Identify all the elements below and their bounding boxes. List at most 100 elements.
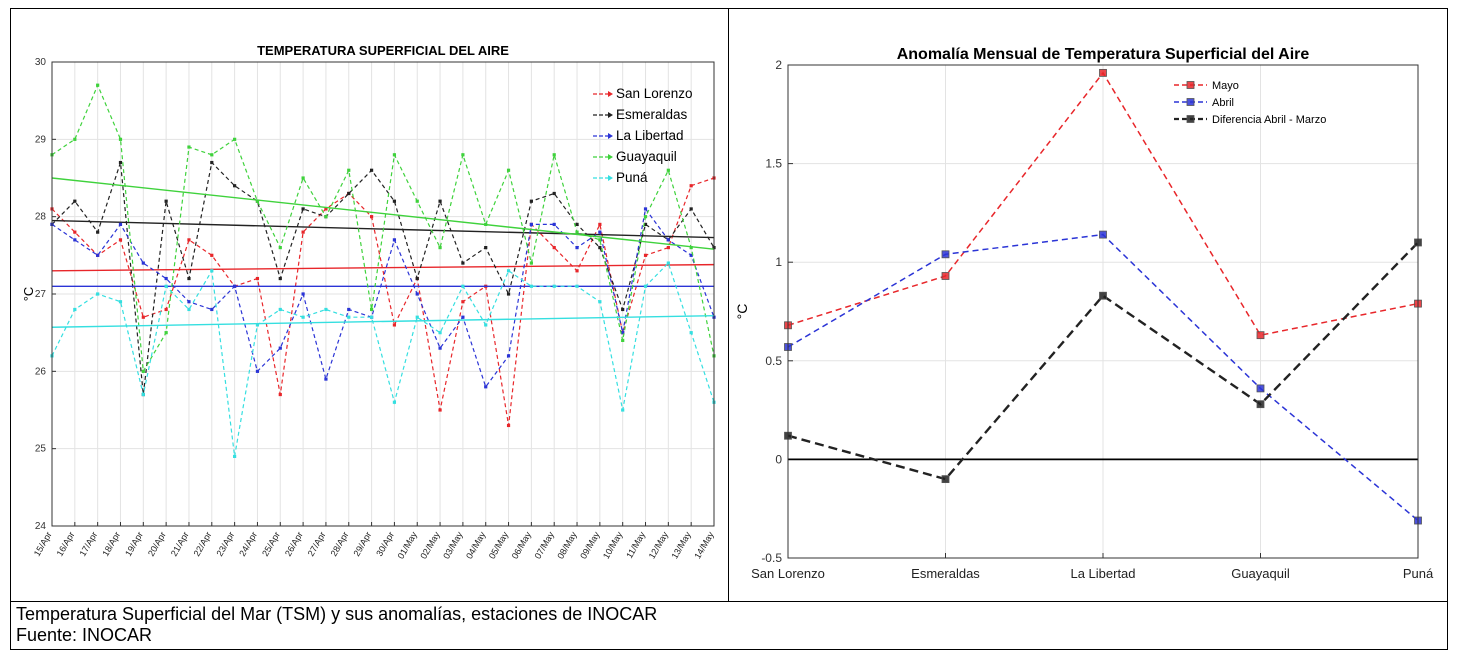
left-grid [51, 61, 715, 527]
data-point-esmeraldas [392, 199, 397, 203]
left-ylabel: °C [21, 287, 36, 302]
left-xtick-label: 05/May [487, 530, 511, 561]
data-point-puna [164, 284, 168, 288]
data-point-san-lorenzo [164, 307, 168, 312]
data-point-guayaquil [575, 230, 579, 234]
data-point-la-libertad [621, 331, 625, 335]
data-point-la-libertad [438, 346, 442, 350]
data-point-guayaquil [141, 369, 145, 373]
data-point-san-lorenzo [438, 408, 442, 412]
data-point-san-lorenzo [187, 238, 191, 242]
left-xtick-label: 23/Apr [214, 530, 236, 558]
data-point-san-lorenzo [575, 269, 579, 273]
left-xtick-label: 06/May [510, 530, 534, 561]
data-point-puna [506, 269, 511, 273]
right-ytick-label: 1.5 [765, 157, 782, 171]
data-point-guayaquil [210, 153, 214, 157]
data-point-puna [141, 392, 145, 397]
data-point-esmeraldas [529, 199, 533, 203]
left-xtick-label: 07/May [533, 530, 557, 561]
data-point-esmeraldas [461, 261, 465, 265]
data-point-esmeraldas [575, 222, 579, 226]
right-ytick-label: -0.5 [761, 551, 782, 565]
left-xtick-label: 11/May [624, 530, 647, 560]
left-xtick-label: 13/May [669, 530, 693, 561]
left-xtick-label: 24/Apr [237, 530, 259, 558]
data-point-guayaquil [301, 176, 305, 180]
chart-temperatura-superficial: TEMPERATURA SUPERFICIAL DEL AIRE 24 25 26 27… [11, 9, 728, 601]
data-point-san-lorenzo [689, 184, 693, 188]
data-point-la-libertad [301, 292, 305, 296]
data-point-puna [233, 454, 237, 458]
data-point-puna [689, 331, 693, 335]
data-point-abril [1256, 384, 1265, 393]
data-point-guayaquil [347, 168, 351, 172]
chart-right-svg: Anomalía Mensual de Temperatura Superfic… [734, 46, 1434, 581]
legend-label-esmeraldas: Esmeraldas [616, 107, 688, 122]
data-point-san-lorenzo [210, 253, 214, 257]
left-xtick-label: 16/Apr [55, 530, 77, 558]
left-xtick-label: 21/Apr [169, 530, 191, 558]
data-point-mayo [1256, 331, 1265, 340]
series-line-la-libertad [51, 207, 715, 389]
data-point-san-lorenzo [369, 215, 374, 219]
data-point-esmeraldas [96, 230, 100, 234]
data-point-puna [118, 300, 123, 304]
legend-label-abril: Abril [1212, 97, 1234, 109]
left-plot-border [51, 61, 715, 527]
left-xtick-label: 20/Apr [146, 530, 168, 558]
data-point-puna [73, 307, 77, 312]
data-point-guayaquil [278, 246, 282, 250]
trend-line-guayaquil [51, 177, 715, 250]
data-point-puna [210, 269, 214, 273]
data-point-la-libertad [255, 369, 260, 373]
legend-label-puna: Puná [616, 170, 648, 185]
figure-caption: Temperatura Superficial del Mar (TSM) y … [16, 604, 657, 646]
data-point-san-lorenzo [141, 315, 145, 319]
data-point-esmeraldas [347, 191, 351, 196]
chart-left-svg: TEMPERATURA SUPERFICIAL DEL AIRE 24 25 26 27… [21, 43, 716, 561]
data-point-puna [301, 315, 305, 319]
data-point-la-libertad [73, 238, 77, 242]
data-point-la-libertad [666, 238, 670, 242]
legend-label-guayaquil: Guayaquil [616, 149, 677, 164]
series-line-puna [51, 261, 715, 457]
data-point-la-libertad [506, 354, 511, 358]
data-point-guayaquil [529, 261, 533, 265]
data-point-la-libertad [392, 238, 397, 242]
left-xtick-label: 28/Apr [329, 530, 351, 558]
right-xtick-label-guayaquil: Guayaquil [1231, 566, 1290, 581]
data-point-san-lorenzo [461, 300, 465, 304]
left-xtick-label: 09/May [578, 530, 602, 561]
data-point-diferencia-abril-marzo [1099, 291, 1107, 300]
legend-arrow-la-libertad [608, 133, 613, 139]
data-point-esmeraldas [621, 307, 625, 312]
data-point-san-lorenzo [301, 230, 305, 234]
legend-label-diferencia-abril-marzo: Diferencia Abril - Marzo [1212, 114, 1326, 126]
data-point-esmeraldas [598, 246, 602, 250]
data-point-la-libertad [187, 300, 191, 304]
data-point-esmeraldas [210, 160, 214, 165]
legend-arrow-san-lorenzo [608, 91, 613, 97]
left-xtick-label: 12/May [647, 530, 671, 561]
data-point-guayaquil [369, 307, 374, 312]
right-xtick-label-san-lorenzo: San Lorenzo [751, 566, 825, 581]
caption-line-1: Temperatura Superficial del Mar (TSM) y … [16, 604, 658, 624]
data-point-esmeraldas [552, 191, 556, 196]
data-point-guayaquil [438, 246, 442, 250]
data-point-esmeraldas [689, 207, 693, 211]
data-point-puna [552, 284, 556, 288]
left-ytick-label: 26 [35, 366, 47, 377]
left-xtick-label: 02/May [418, 530, 442, 561]
data-point-esmeraldas [643, 222, 648, 226]
data-point-puna [347, 315, 351, 319]
data-point-puna [369, 315, 374, 319]
left-xtick-label: 01/May [396, 530, 420, 561]
data-point-guayaquil [689, 246, 693, 250]
data-point-puna [415, 315, 419, 319]
data-point-guayaquil [73, 137, 77, 141]
data-point-puna [324, 307, 328, 312]
data-point-san-lorenzo [552, 246, 556, 250]
data-point-diferencia-abril-marzo [941, 475, 950, 484]
data-point-guayaquil [484, 222, 488, 226]
